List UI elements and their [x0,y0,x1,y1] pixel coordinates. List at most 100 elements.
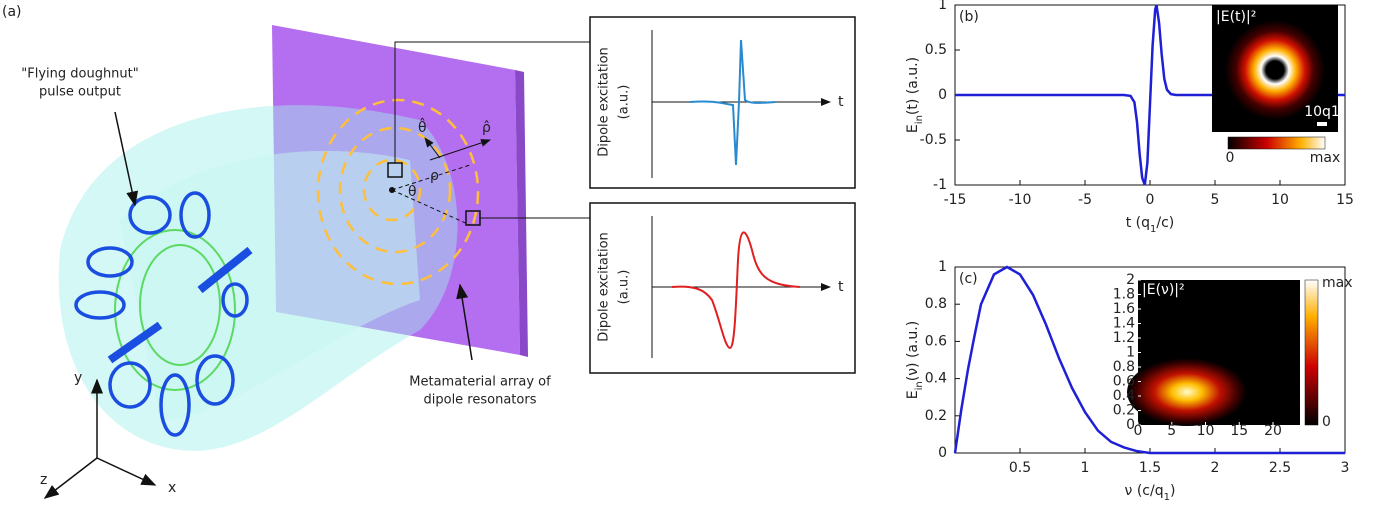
inset-tick-label: 1.4 [1113,316,1135,332]
loop [195,354,235,406]
label-part: in [914,115,925,124]
inset-tick-label: 0.6 [1113,374,1135,390]
loop [114,229,236,391]
illustration [43,25,590,499]
label-part: E [905,390,921,399]
loop [86,246,134,278]
inset-title: |E(t)|² [1216,9,1256,25]
resonator-rings [316,98,480,286]
dipole-curve [689,39,776,166]
y-tick-label: 1 [938,259,947,275]
green-loops [114,229,236,391]
y-tick-label: 0.5 [925,42,947,58]
y-tick-label: 1 [938,0,947,13]
inset-tick-label: 1 [1126,345,1135,361]
theta-arrow [424,137,441,159]
dipole-curve [671,231,801,350]
x-tick-label: -5 [1078,192,1092,208]
inset-ylabel: Dipole excitation [597,232,612,342]
colorbar-label: max [1310,150,1341,166]
inset-tick-label: 0.2 [1113,403,1135,419]
doughnut [1225,20,1325,120]
inset-title: |E(ν)|² [1142,282,1185,298]
inset-tick-label: 0.4 [1113,388,1135,404]
x-axis-label: ν (c/q1) [1125,483,1176,503]
label-part: /c) [1156,215,1174,231]
loop [128,195,172,235]
x-tick-label: 1.5 [1139,460,1161,476]
plate-side [515,70,528,357]
label-part: (ν) (a.u.) [905,321,921,381]
scale-label: 10q1 [1304,104,1340,120]
inset-tick-label: 0 [1126,417,1135,433]
panel-label: (a) [2,4,22,20]
inset-tick-label: 15 [1230,423,1248,439]
inset-tick-label: 20 [1264,423,1282,439]
ring [362,158,422,222]
label-part: (t) (a.u.) [905,57,921,115]
label-part: ) [1170,483,1175,499]
inset-ylabel: (a.u.) [617,85,632,120]
colorbar [1304,279,1319,426]
radius [391,189,471,226]
inset-xlabel: t [838,279,844,295]
axis-label: y [74,370,82,386]
inset-tick-label: 0 [1134,423,1143,439]
x-tick-label: 1 [1081,460,1090,476]
data-line [953,265,1345,455]
label-part: 1 [1164,492,1170,503]
ring [338,126,452,254]
axis-z [43,457,98,499]
axis-label: x [168,480,176,496]
arrow-shaft [197,246,253,294]
vector-label: ρ̂ [482,120,491,136]
rho-arrow [429,139,491,161]
x-tick-label: 2 [1211,460,1220,476]
y-tick-label: 0.8 [925,296,947,312]
colorbar [1227,136,1326,150]
axis-label: z [40,472,47,488]
blue-loops [74,191,253,437]
label-part: E [905,124,921,133]
x-tick-label: 0 [1146,192,1155,208]
y-tick-label: -1 [933,177,947,193]
inset-tick-label: 1.6 [1113,301,1135,317]
x-tick-label: 15 [1336,192,1354,208]
inset-a2: Dipole excitation (a.u.) t [589,202,856,374]
x-tick-label: 2.5 [1269,460,1291,476]
inset-xlabel: t [838,94,844,110]
y-tick-label: 0.4 [925,371,947,387]
axis-x [96,457,157,486]
y-axis-label: Ein(ν) (a.u.) [905,321,925,399]
colorbar-label: max [1322,275,1353,291]
ring [316,98,480,286]
inset-ylabel: Dipole excitation [597,47,612,157]
y-tick-label: -0.5 [920,132,947,148]
label: pulse output [39,85,121,100]
x-tick-label: 5 [1211,192,1220,208]
x-tick-label: 0.5 [1009,460,1031,476]
inset-tick-label: 10 [1197,423,1215,439]
inset-frame [589,202,856,374]
y-tick-label: 0.2 [925,408,947,424]
vector-label: θ̂ [418,117,427,136]
x-tick-label: 3 [1341,460,1350,476]
inset-tick-label: 2 [1126,272,1135,288]
loop [139,244,221,366]
connector [394,41,590,163]
panel-label: (b) [959,9,979,25]
label-part: 1 [1150,224,1156,235]
loop [159,373,191,437]
inset-tick-label: 1.2 [1113,330,1135,346]
label-part: ν (c/q [1125,483,1164,499]
label: "Flying doughnut" [21,67,139,82]
panel-label: (c) [959,271,978,287]
pointer [114,111,139,207]
y-tick-label: 0 [938,87,947,103]
data-line [955,4,1345,186]
inset-ylabel: (a.u.) [617,270,632,305]
y-axis-label: Ein(t) (a.u.) [905,57,925,133]
y-tick-label: 0 [938,445,947,461]
x-tick-label: -10 [1009,192,1032,208]
vector-label: θ [408,184,417,200]
